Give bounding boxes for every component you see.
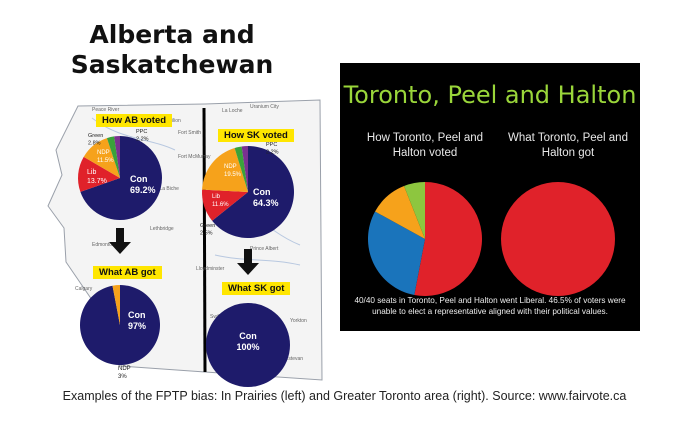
tph-got-slice	[501, 182, 615, 296]
figure-caption: Examples of the FPTP bias: In Prairies (…	[62, 389, 627, 403]
ab-got-slice	[79, 285, 160, 365]
ab-con-label: 69.2%	[130, 185, 156, 195]
left-pie-charts: Con69.2%Lib13.7%NDP11.5%Green2.8%PPC2.2%…	[78, 129, 294, 387]
sk-lib-label: Lib	[212, 194, 221, 200]
toronto-panel: Toronto, Peel and Halton How Toronto, Pe…	[340, 63, 640, 331]
tph-voted-slice	[414, 182, 483, 296]
map-place-label: Lac La Biche	[150, 186, 179, 192]
sk-voted-slice	[202, 147, 248, 192]
map-place-label: Fort Smith	[178, 130, 201, 136]
ab-ppc-label: 2.2%	[136, 137, 149, 143]
ab-ppc-label: PPC	[136, 129, 147, 135]
ab-voted-slice	[83, 138, 120, 178]
what-sk-got-label: What SK got	[222, 282, 291, 295]
sk-ppc-label: PPC	[266, 142, 277, 148]
sk-con-label: Con	[253, 187, 271, 197]
ab-green-label: Green	[88, 133, 103, 139]
map-place-label: Lloydminster	[196, 266, 225, 272]
ab-got-con-label: 97%	[128, 321, 146, 331]
sk-green-label: Green	[200, 223, 215, 229]
map-place-label: Fort McMurray	[178, 154, 211, 160]
sk-got-con-label: 100%	[236, 342, 259, 352]
ab-got-ndp-label: 3%	[118, 374, 127, 380]
ab-con-label: Con	[130, 174, 148, 184]
sk-lib-label: 11.6%	[212, 202, 229, 208]
sk-voted-slice	[201, 189, 248, 221]
ab-voted-slice	[80, 136, 162, 220]
what-got-subtitle: What Toronto, Peel and Halton got	[508, 132, 628, 159]
ab-lib-label: Lib	[87, 169, 96, 176]
map-place-label: Calgary	[75, 286, 93, 292]
tph-voted-slice	[404, 182, 425, 239]
toronto-note-line-2: unable to elect a representative aligned…	[372, 307, 608, 316]
sk-ndp-label: 19.5%	[224, 172, 242, 178]
sk-got-con-label: Con	[239, 331, 257, 341]
sk-con-label: 64.3%	[253, 198, 279, 208]
how-sk-voted-label: How SK voted	[218, 129, 294, 142]
ab-voted-slice	[78, 156, 120, 192]
map-place-label: Yorkton	[290, 318, 307, 324]
ab-ndp-label: NDP	[97, 150, 110, 156]
ab-voted-slice	[114, 136, 120, 178]
ab-voted-slice	[106, 136, 120, 178]
ab-got-ndp-label: NDP	[118, 366, 131, 372]
sk-voted-slice	[234, 146, 248, 192]
down-arrow-icon	[237, 249, 259, 275]
map-place-label: Estevan	[285, 356, 303, 362]
left-title-line-2: Saskatchewan	[70, 50, 274, 79]
sk-green-label: 2.5%	[200, 231, 213, 237]
provincial-border	[202, 107, 207, 373]
sk-got-slice	[206, 303, 290, 387]
tph-voted-slice	[375, 186, 425, 239]
down-arrow-icon	[109, 228, 131, 254]
sk-ppc-label: 2.2%	[266, 150, 279, 156]
what-ab-got-label: What AB got	[93, 266, 162, 279]
map-place-label: Edmonton	[92, 242, 115, 248]
map-place-label: Peace River	[92, 107, 120, 113]
left-title-line-1: Alberta and	[89, 20, 255, 49]
tph-voted-slice	[368, 211, 425, 295]
sk-ndp-label: NDP	[224, 164, 237, 170]
toronto-pie-charts	[368, 182, 615, 296]
map-place-label: Uranium City	[250, 104, 279, 110]
ab-got-slice	[112, 285, 120, 325]
map-river	[214, 254, 301, 266]
toronto-note-line-1: 40/40 seats in Toronto, Peel and Halton …	[354, 296, 626, 305]
ab-lib-label: 13.7%	[87, 178, 107, 185]
left-title: Alberta and Saskatchewan	[62, 20, 282, 80]
ab-ndp-label: 11.5%	[97, 158, 114, 164]
toronto-panel-title: Toronto, Peel and Halton	[343, 81, 637, 109]
sk-voted-slice	[212, 146, 294, 238]
map-place-label: La Loche	[222, 108, 243, 114]
how-voted-subtitle: How Toronto, Peel and Halton voted	[366, 132, 484, 159]
toronto-note: 40/40 seats in Toronto, Peel and Halton …	[340, 295, 640, 317]
map-place-label: Lethbridge	[150, 226, 174, 232]
sk-voted-slice	[241, 146, 248, 192]
ab-got-con-label: Con	[128, 310, 146, 320]
ab-green-label: 2.8%	[88, 141, 101, 147]
map-place-label: Prince Albert	[250, 246, 279, 252]
how-ab-voted-label: How AB voted	[96, 114, 173, 127]
